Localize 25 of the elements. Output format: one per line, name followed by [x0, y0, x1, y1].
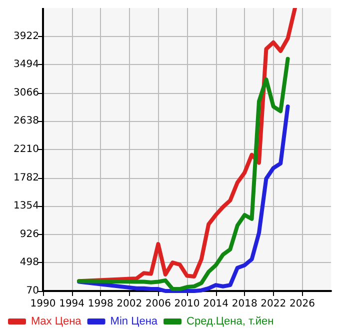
x-tick-label: 2010 [174, 298, 200, 310]
x-tick-label: 2006 [145, 298, 171, 310]
y-tick-label: 2210 [14, 144, 39, 155]
x-tick-label: 1998 [88, 298, 114, 310]
y-tick-label: 2638 [14, 116, 39, 127]
y-tick-label: 3494 [14, 59, 39, 70]
y-tick-label: 1782 [14, 172, 39, 184]
x-tick-label: 2022 [260, 298, 286, 310]
x-tick-label: 2014 [203, 298, 229, 310]
y-tick-label: 3066 [14, 87, 39, 98]
line-series [77, 56, 290, 292]
y-tick-label: 1354 [14, 200, 39, 212]
y-tick-label: 926 [20, 228, 39, 240]
x-tick-label: 2002 [116, 298, 142, 310]
x-tick-label: 2018 [232, 298, 258, 310]
line-series [77, 104, 290, 293]
x-tick-label: 1990 [30, 298, 56, 310]
x-tick-label: 2026 [289, 298, 315, 310]
y-tick-label: 70 [26, 286, 39, 296]
x-tick-label: 1994 [59, 298, 85, 310]
legend-label: Сред.Цена, т.йен [186, 316, 274, 328]
legend-label: Max Цена [31, 316, 82, 328]
y-tick-label: 498 [20, 257, 39, 268]
y-tick-label: 3922 [14, 30, 39, 42]
legend-label: Min Цена [110, 316, 158, 328]
